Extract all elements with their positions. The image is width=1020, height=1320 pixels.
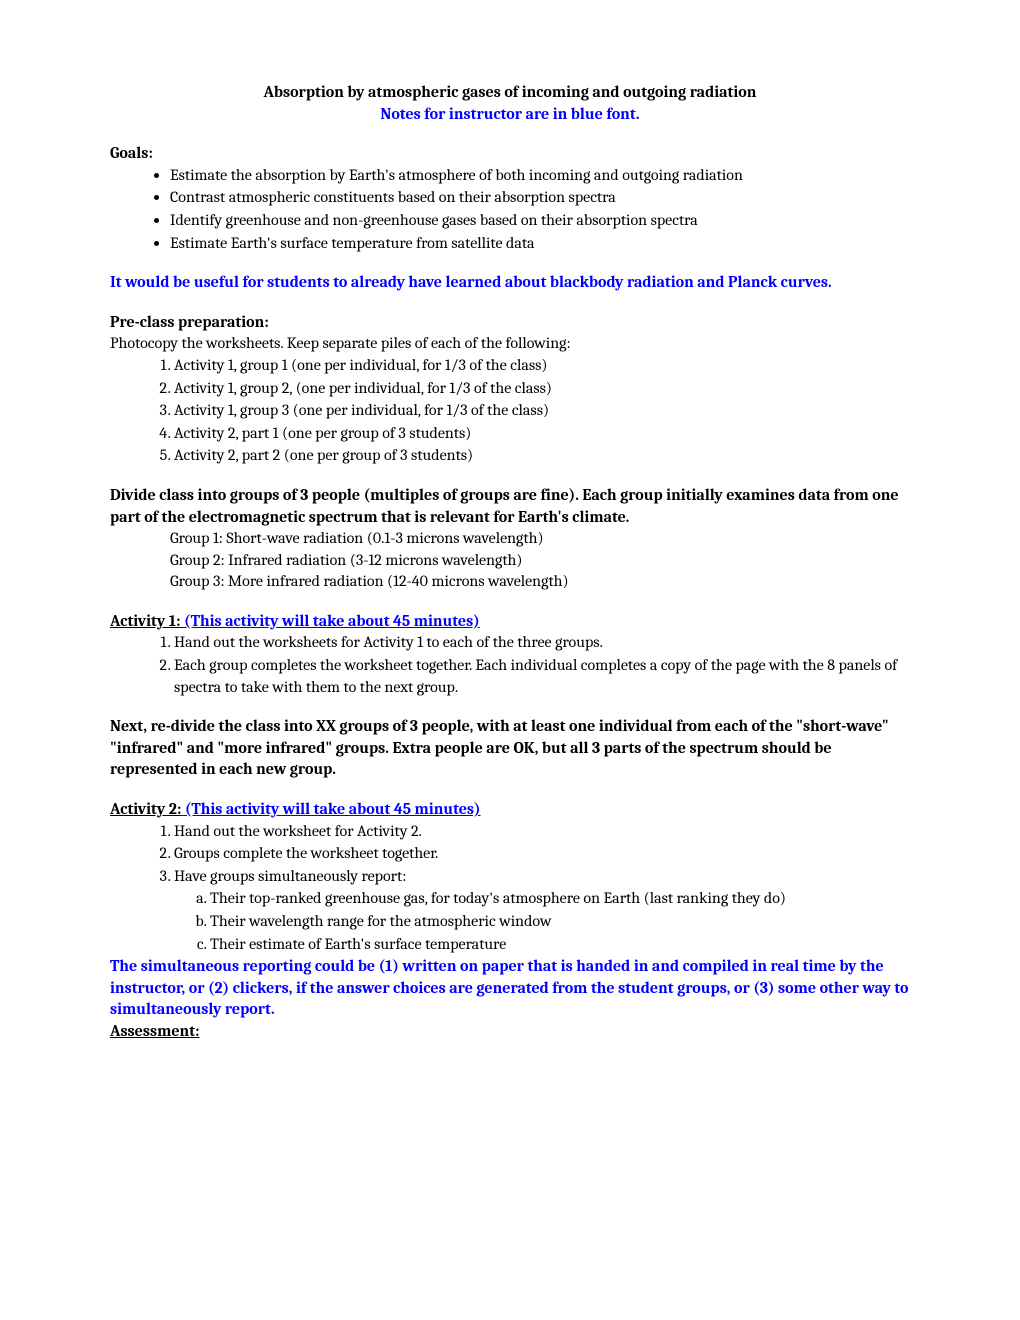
activity2-step: Hand out the worksheet for Activity 2. bbox=[174, 821, 910, 843]
preclass-item: Activity 2, part 1 (one per group of 3 s… bbox=[174, 423, 910, 445]
activity2-steps: Hand out the worksheet for Activity 2. G… bbox=[110, 821, 910, 888]
activity2-time: (This activity will take about 45 minute… bbox=[181, 800, 480, 818]
reporting-note: The simultaneous reporting could be (1) … bbox=[110, 956, 910, 1021]
goals-list: Estimate the absorption by Earth's atmos… bbox=[110, 165, 910, 254]
page-title: Absorption by atmospheric gases of incom… bbox=[110, 82, 910, 104]
document-page: Absorption by atmospheric gases of incom… bbox=[0, 0, 1020, 1320]
assessment-heading-line: Assessment: bbox=[110, 1021, 910, 1043]
activity2-substep: Their wavelength range for the atmospher… bbox=[210, 911, 910, 933]
goal-item: Estimate Earth's surface temperature fro… bbox=[170, 233, 910, 255]
preclass-item: Activity 1, group 3 (one per individual,… bbox=[174, 400, 910, 422]
preclass-heading: Pre-class preparation: bbox=[110, 312, 910, 334]
goals-section: Goals: Estimate the absorption by Earth'… bbox=[110, 143, 910, 254]
prelude-note: It would be useful for students to alrea… bbox=[110, 272, 910, 294]
goals-heading: Goals: bbox=[110, 143, 910, 165]
activity2-substep: Their estimate of Earth's surface temper… bbox=[210, 934, 910, 956]
activity1-step: Each group completes the worksheet toget… bbox=[174, 655, 910, 698]
activity1-label: Activity 1: bbox=[110, 612, 181, 630]
goal-item: Identify greenhouse and non-greenhouse g… bbox=[170, 210, 910, 232]
activity1-steps: Hand out the worksheets for Activity 1 t… bbox=[110, 632, 910, 698]
goal-item: Estimate the absorption by Earth's atmos… bbox=[170, 165, 910, 187]
activity2-section: Activity 2: (This activity will take abo… bbox=[110, 799, 910, 1043]
activity2-substep: Their top-ranked greenhouse gas, for tod… bbox=[210, 888, 910, 910]
group-item: Group 1: Short-wave radiation (0.1-3 mic… bbox=[170, 528, 910, 550]
groups-list: Group 1: Short-wave radiation (0.1-3 mic… bbox=[110, 528, 910, 593]
assessment-heading: Assessment: bbox=[110, 1022, 200, 1040]
activity2-step: Have groups simultaneously report: bbox=[174, 866, 910, 888]
prelude-note-section: It would be useful for students to alrea… bbox=[110, 272, 910, 294]
group-item: Group 2: Infrared radiation (3-12 micron… bbox=[170, 550, 910, 572]
activity1-step: Hand out the worksheets for Activity 1 t… bbox=[174, 632, 910, 654]
activity2-substeps: Their top-ranked greenhouse gas, for tod… bbox=[110, 888, 910, 955]
activity2-step: Groups complete the worksheet together. bbox=[174, 843, 910, 865]
activity1-time: (This activity will take about 45 minute… bbox=[181, 612, 480, 630]
regroup-section: Next, re-divide the class into XX groups… bbox=[110, 716, 910, 781]
divide-section: Divide class into groups of 3 people (mu… bbox=[110, 485, 910, 593]
divide-heading: Divide class into groups of 3 people (mu… bbox=[110, 485, 910, 528]
group-item: Group 3: More infrared radiation (12-40 … bbox=[170, 571, 910, 593]
activity1-heading: Activity 1: (This activity will take abo… bbox=[110, 611, 910, 633]
activity2-label: Activity 2: bbox=[110, 800, 181, 818]
preclass-item: Activity 2, part 2 (one per group of 3 s… bbox=[174, 445, 910, 467]
activity2-heading: Activity 2: (This activity will take abo… bbox=[110, 799, 910, 821]
subtitle: Notes for instructor are in blue font. bbox=[110, 104, 910, 126]
activity1-section: Activity 1: (This activity will take abo… bbox=[110, 611, 910, 698]
preclass-item: Activity 1, group 1 (one per individual,… bbox=[174, 355, 910, 377]
preclass-list: Activity 1, group 1 (one per individual,… bbox=[110, 355, 910, 467]
preclass-item: Activity 1, group 2, (one per individual… bbox=[174, 378, 910, 400]
preclass-section: Pre-class preparation: Photocopy the wor… bbox=[110, 312, 910, 467]
regroup-text: Next, re-divide the class into XX groups… bbox=[110, 716, 910, 781]
preclass-intro: Photocopy the worksheets. Keep separate … bbox=[110, 333, 910, 355]
goal-item: Contrast atmospheric constituents based … bbox=[170, 187, 910, 209]
